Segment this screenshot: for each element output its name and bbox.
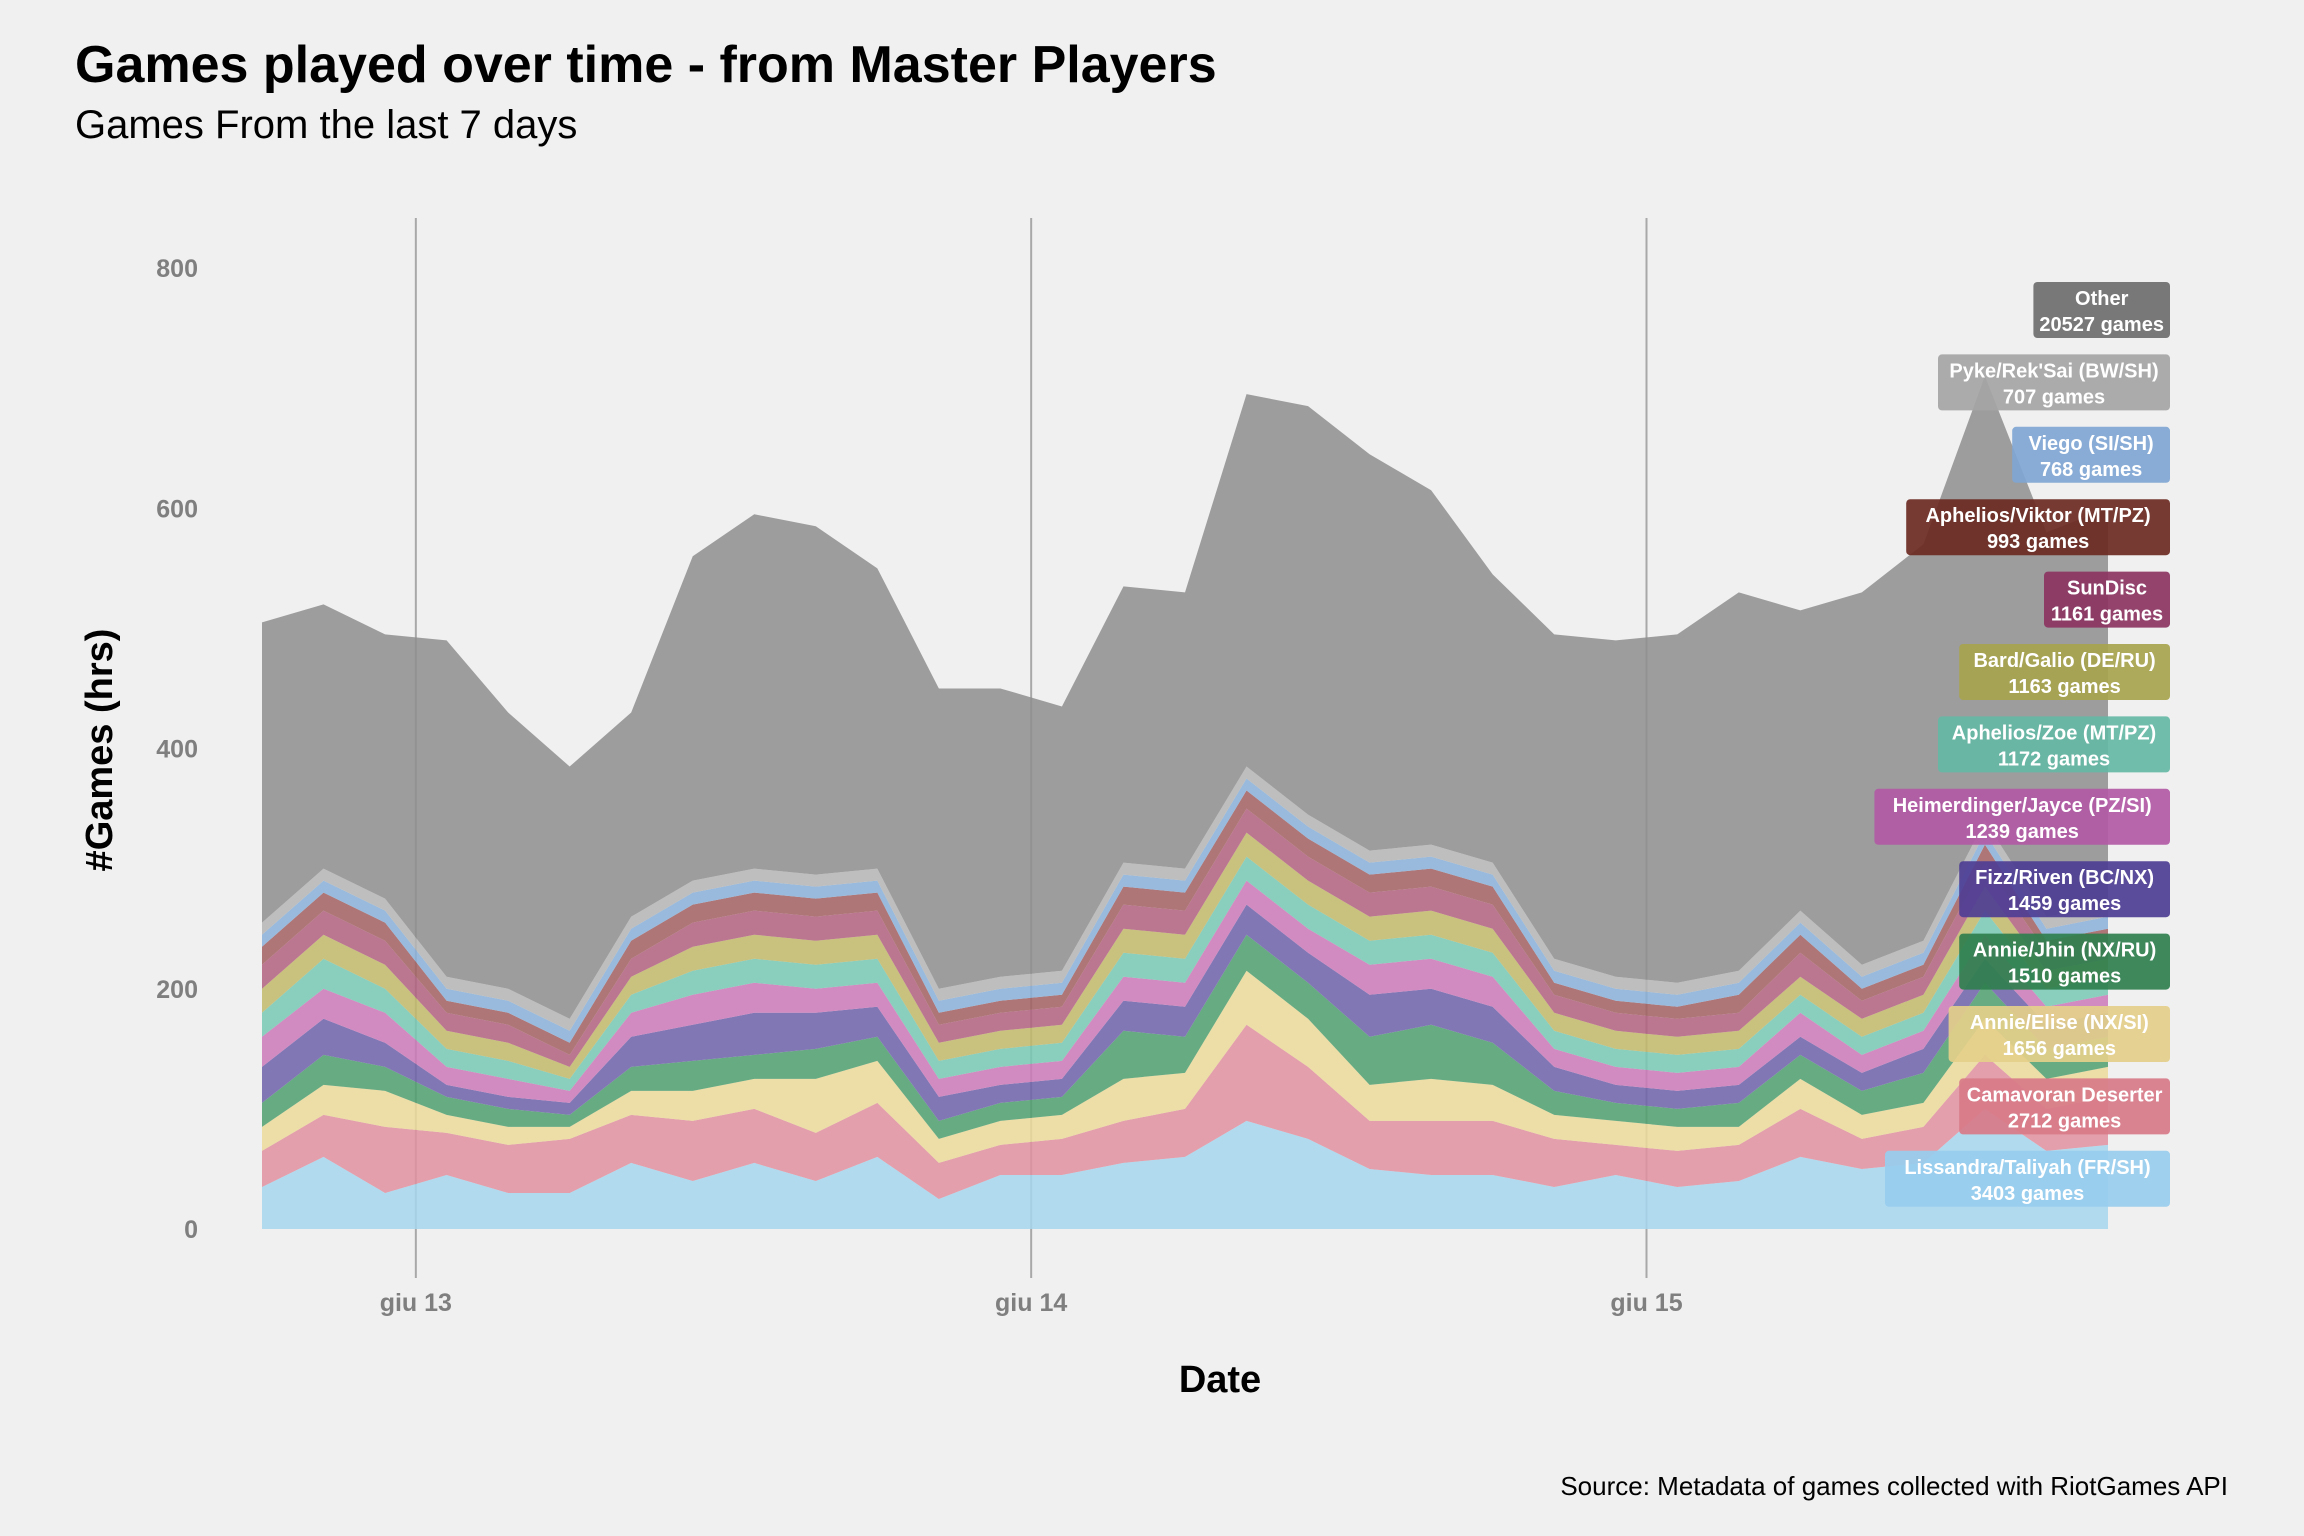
- series-label-name: Fizz/Riven (BC/NX): [1975, 867, 2154, 889]
- x-axis-ticks: giu 13 giu 14 giu 15: [380, 1289, 1683, 1317]
- series-label-count: 1161 games: [2051, 604, 2163, 626]
- series-labels: Other 20527 games Pyke/Rek'Sai (BW/SH) 707 …: [1874, 282, 2170, 1207]
- series-label-count: 1172 games: [1998, 748, 2110, 770]
- chart-title: Games played over time - from Master Pla…: [75, 36, 1217, 94]
- series-label-count: 20527 games: [2039, 314, 2164, 336]
- x-tick-label: giu 13: [380, 1289, 452, 1317]
- area-other: [262, 376, 2108, 1019]
- series-label-bg: [1959, 1078, 2170, 1135]
- area-aphelios-zoe-mt-pz: [262, 856, 2108, 1091]
- series-label-count: 768 games: [2040, 459, 2142, 481]
- y-tick-label: 0: [184, 1216, 198, 1244]
- x-axis-title: Date: [1179, 1359, 1261, 1401]
- series-label-count: 1239 games: [1965, 821, 2078, 843]
- series-label-box: Bard/Galio (DE/RU) 1163 games: [1959, 644, 2170, 700]
- x-tick-label: giu 15: [1610, 1289, 1682, 1317]
- area-fizz-riven-bc-nx: [262, 904, 2108, 1121]
- series-label-bg: [1906, 499, 2170, 556]
- series-label-count: 1656 games: [2003, 1038, 2116, 1060]
- series-label-name: SunDisc: [2067, 578, 2147, 600]
- series-label-name: Camavoran Deserter: [1967, 1084, 2163, 1106]
- series-label-bg: [2033, 282, 2170, 338]
- series-label-count: 1163 games: [2008, 676, 2120, 698]
- series-label-name: Bard/Galio (DE/RU): [1973, 650, 2155, 672]
- series-label-name: Lissandra/Taliyah (FR/SH): [1904, 1157, 2150, 1179]
- series-label-name: Annie/Elise (NX/SI): [1970, 1012, 2149, 1034]
- y-tick-label: 400: [156, 736, 198, 764]
- series-label-bg: [1959, 644, 2170, 700]
- series-label-box: Heimerdinger/Jayce (PZ/SI) 1239 games: [1874, 788, 2170, 845]
- area-bard-galio-de-ru: [262, 832, 2108, 1079]
- y-tick-label: 800: [156, 255, 198, 283]
- chart-subtitle: Games From the last 7 days: [75, 103, 577, 147]
- series-label-box: Annie/Elise (NX/SI) 1656 games: [1948, 1006, 2170, 1062]
- series-label-box: Aphelios/Zoe (MT/PZ) 1172 games: [1938, 716, 2170, 773]
- series-label-count: 1510 games: [2008, 966, 2121, 988]
- y-axis-ticks: 0 200 400 600 800: [156, 255, 198, 1244]
- series-label-name: Aphelios/Viktor (MT/PZ): [1925, 505, 2150, 527]
- y-tick-label: 600: [156, 495, 198, 523]
- source-caption: Source: Metadata of games collected with…: [1560, 1471, 2228, 1501]
- y-axis-title: #Games (hrs): [79, 629, 121, 872]
- area-heimerdinger-jayce-pz-si: [262, 880, 2108, 1103]
- series-label-bg: [1938, 354, 2170, 411]
- area-annie-elise-nx-si: [262, 970, 2108, 1163]
- series-label-count: 993 games: [1987, 531, 2089, 553]
- series-label-bg: [1885, 1150, 2170, 1207]
- series-label-bg: [1874, 788, 2170, 845]
- series-label-bg: [1938, 716, 2170, 773]
- series-label-bg: [2044, 571, 2170, 628]
- series-label-box: Camavoran Deserter 2712 games: [1959, 1078, 2170, 1135]
- series-label-box: Lissandra/Taliyah (FR/SH) 3403 games: [1885, 1150, 2170, 1207]
- series-label-bg: [1959, 933, 2170, 990]
- series-label-count: 707 games: [2003, 386, 2105, 408]
- series-label-box: Annie/Jhin (NX/RU) 1510 games: [1959, 933, 2170, 990]
- series-label-name: Annie/Jhin (NX/RU): [1973, 940, 2156, 962]
- series-label-name: Aphelios/Zoe (MT/PZ): [1952, 722, 2156, 744]
- area-camavoran-deserter: [262, 1024, 2108, 1199]
- y-tick-label: 200: [156, 976, 198, 1004]
- area-layers: [262, 376, 2108, 1229]
- series-label-count: 2712 games: [2008, 1110, 2121, 1132]
- series-label-name: Other: [2075, 288, 2129, 310]
- x-tick-label: giu 14: [995, 1289, 1067, 1317]
- series-label-box: SunDisc 1161 games: [2044, 571, 2170, 628]
- series-label-count: 1459 games: [2008, 893, 2121, 915]
- series-label-box: Viego (SI/SH) 768 games: [2012, 426, 2170, 483]
- series-label-name: Heimerdinger/Jayce (PZ/SI): [1893, 795, 2152, 817]
- series-label-bg: [1948, 1006, 2170, 1062]
- series-label-name: Viego (SI/SH): [2028, 433, 2153, 455]
- series-label-box: Fizz/Riven (BC/NX) 1459 games: [1959, 861, 2170, 918]
- series-label-box: Aphelios/Viktor (MT/PZ) 993 games: [1906, 499, 2170, 556]
- series-label-count: 3403 games: [1971, 1183, 2084, 1205]
- series-label-name: Pyke/Rek'Sai (BW/SH): [1949, 360, 2158, 382]
- area-lissandra-taliyah-fr-sh: [262, 1108, 2108, 1229]
- series-label-box: Other 20527 games: [2033, 282, 2170, 338]
- series-label-bg: [2012, 426, 2170, 483]
- series-label-box: Pyke/Rek'Sai (BW/SH) 707 games: [1938, 354, 2170, 411]
- series-label-bg: [1959, 861, 2170, 918]
